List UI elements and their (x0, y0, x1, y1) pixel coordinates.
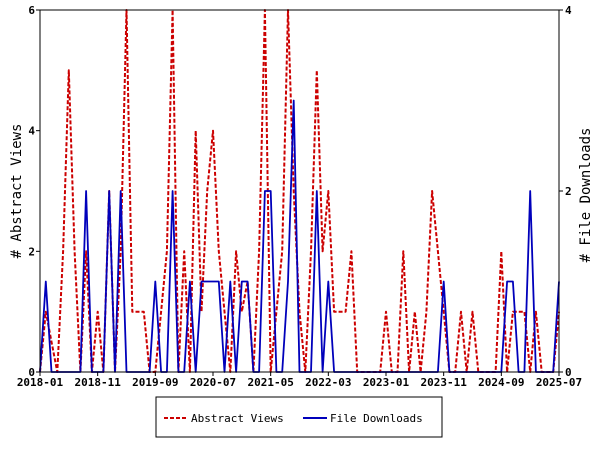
series-line-abstract-views (39, 9, 560, 373)
x-tick-label: 2023-11 (420, 376, 467, 389)
right-y-tick-label: 4 (565, 4, 572, 17)
x-tick-label: 2021-05 (247, 376, 293, 389)
x-tick-label: 2020-07 (190, 376, 236, 389)
right-y-tick-label: 0 (565, 366, 572, 379)
right-y-tick-label: 2 (565, 185, 572, 198)
x-tick-label: 2024-09 (478, 376, 524, 389)
ticks-layer: 2018-01 2018-11 2019-09 2020-07 2021-05 2022-… (17, 4, 582, 389)
x-tick-label: 2025-07 (536, 376, 582, 389)
left-y-tick-label: 4 (28, 125, 35, 138)
left-y-tick-label: 2 (28, 245, 35, 258)
x-tick-label: 2018-01 (17, 376, 64, 389)
x-tick-label: 2019-09 (132, 376, 178, 389)
x-tick-label: 2023-01 (363, 376, 410, 389)
legend: Abstract Views File Downloads (155, 396, 443, 438)
legend-box (155, 396, 443, 438)
left-axis-title: # Abstract Views (9, 124, 25, 259)
x-tick-label: 2018-11 (74, 376, 121, 389)
left-y-tick-label: 0 (28, 366, 35, 379)
right-axis-title: # File Downloads (578, 128, 594, 263)
series-layer (39, 9, 560, 373)
legend-label-abstract-views: Abstract Views (191, 412, 284, 425)
legend-label-file-downloads: File Downloads (330, 412, 423, 425)
x-tick-label: 2022-03 (305, 376, 351, 389)
left-y-tick-label: 6 (28, 4, 35, 17)
